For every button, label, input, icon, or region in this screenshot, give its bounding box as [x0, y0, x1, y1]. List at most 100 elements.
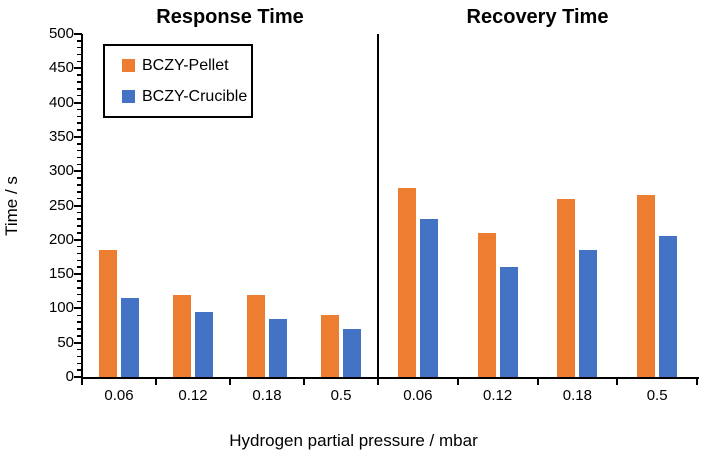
- legend: BCZY-Pellet BCZY-Crucible: [103, 44, 253, 118]
- y-axis-minor-tick: [77, 74, 82, 76]
- crucible-color-swatch: [122, 90, 135, 103]
- y-axis-minor-tick: [77, 94, 82, 97]
- legend-label-crucible: BCZY-Crucible: [142, 87, 248, 105]
- y-axis-tick-label: 450: [48, 59, 74, 77]
- y-axis-tick-label: 150: [48, 265, 74, 283]
- y-axis-minor-tick: [77, 81, 82, 83]
- x-axis-tick: [229, 377, 231, 385]
- y-axis-minor-tick: [77, 348, 82, 351]
- y-axis-minor-tick: [77, 225, 82, 227]
- x-axis-tick-label: 0.12: [483, 387, 513, 404]
- y-axis-tick-label: 50: [57, 333, 74, 351]
- y-axis-minor-tick: [77, 321, 82, 323]
- y-axis-minor-tick: [77, 108, 82, 111]
- x-axis-tick: [456, 377, 459, 385]
- y-axis-tick-label: 500: [48, 25, 74, 42]
- y-axis-major-tick: [74, 101, 82, 104]
- x-axis-tick-label: 0.5: [646, 387, 668, 404]
- panel-divider-line: [377, 34, 379, 385]
- y-axis-tick-label: 300: [48, 162, 74, 180]
- x-axis-tick: [303, 377, 305, 385]
- bar-response-time-bczy-pellet-0.06: [99, 250, 117, 377]
- x-axis-tick: [536, 377, 539, 385]
- y-axis-major-tick: [74, 135, 82, 138]
- bar-recovery-time-bczy-crucible-0.12: [499, 267, 518, 377]
- bar-recovery-time-bczy-pellet-0.18: [557, 198, 576, 377]
- bar-recovery-time-bczy-crucible-0.18: [579, 250, 598, 377]
- y-axis-tick-label: 350: [48, 127, 74, 145]
- x-axis-tick-label: 0.12: [178, 387, 208, 404]
- bar-response-time-bczy-pellet-0.5: [321, 315, 339, 377]
- y-axis-minor-tick: [77, 293, 82, 296]
- y-axis-minor-tick: [77, 232, 82, 234]
- y-axis-minor-tick: [77, 369, 82, 371]
- y-axis-minor-tick: [77, 362, 82, 365]
- x-axis-tick-label: 0.06: [403, 387, 433, 404]
- y-axis-major-tick: [74, 67, 82, 70]
- pellet-color-swatch: [122, 59, 135, 72]
- x-axis-tick: [377, 377, 379, 385]
- y-axis-major-tick: [74, 170, 82, 173]
- y-axis-major-tick: [74, 33, 82, 35]
- y-axis-tick-label: 200: [48, 230, 74, 248]
- y-axis-tick-label: 0: [65, 368, 74, 385]
- y-axis-minor-tick: [77, 197, 82, 200]
- y-axis-minor-tick: [77, 115, 82, 118]
- bar-response-time-bczy-crucible-0.06: [121, 298, 139, 377]
- y-axis-minor-tick: [77, 156, 82, 159]
- y-axis-minor-tick: [77, 40, 82, 42]
- y-axis-minor-tick: [77, 129, 82, 131]
- y-axis-minor-tick: [77, 177, 82, 179]
- y-axis-minor-tick: [77, 245, 82, 248]
- bar-recovery-time-bczy-crucible-0.5: [659, 236, 678, 377]
- y-axis-minor-tick: [77, 355, 82, 358]
- x-axis-tick: [155, 377, 157, 385]
- legend-label-pellet: BCZY-Pellet: [142, 56, 229, 74]
- x-axis-tick-label: 0.06: [104, 387, 134, 404]
- bar-recovery-time-bczy-pellet-0.06: [397, 188, 416, 377]
- y-axis-major-tick: [74, 376, 82, 378]
- y-axis-tick-label: 100: [48, 299, 74, 317]
- y-axis-tick-label: 400: [48, 93, 74, 111]
- y-axis-major-tick: [74, 307, 82, 310]
- x-axis-tick-label: 0.18: [252, 387, 282, 404]
- y-axis-minor-tick: [77, 191, 82, 193]
- y-axis-minor-tick: [77, 300, 82, 303]
- y-axis-major-tick: [74, 238, 82, 241]
- y-axis-major-tick: [74, 273, 82, 276]
- x-axis-tick-label: 0.5: [330, 387, 352, 404]
- bar-response-time-bczy-crucible-0.12: [195, 311, 213, 377]
- y-axis-minor-tick: [77, 314, 82, 316]
- y-axis-minor-tick: [77, 184, 82, 186]
- y-axis-minor-tick: [77, 211, 82, 214]
- y-axis-minor-tick: [77, 266, 82, 268]
- y-axis-minor-tick: [77, 287, 82, 289]
- y-axis-minor-tick: [77, 259, 82, 262]
- bar-response-time-bczy-pellet-0.12: [173, 294, 191, 377]
- y-axis-title: Time / s: [2, 176, 21, 236]
- x-axis-tick: [81, 377, 83, 385]
- y-axis-minor-tick: [77, 149, 82, 152]
- y-axis-minor-tick: [77, 335, 82, 337]
- legend-item-crucible: BCZY-Crucible: [122, 88, 251, 106]
- y-axis-minor-tick: [77, 280, 82, 282]
- y-axis-tick-label: 250: [48, 196, 74, 214]
- x-axis-title: Hydrogen partial pressure / mbar: [229, 431, 478, 450]
- y-axis-minor-tick: [77, 218, 82, 220]
- y-axis-minor-tick: [77, 328, 82, 330]
- y-axis-major-tick: [74, 341, 82, 344]
- y-axis-line: [81, 34, 83, 379]
- y-axis-minor-tick: [77, 46, 82, 49]
- x-axis-line: [81, 377, 699, 379]
- y-axis-major-tick: [74, 204, 82, 207]
- bar-recovery-time-bczy-pellet-0.5: [637, 195, 656, 377]
- y-axis-minor-tick: [77, 60, 82, 63]
- y-axis-minor-tick: [77, 163, 82, 166]
- bar-response-time-bczy-crucible-0.18: [269, 318, 287, 377]
- y-axis-minor-tick: [77, 53, 82, 56]
- y-axis-minor-tick: [77, 252, 82, 255]
- legend-item-pellet: BCZY-Pellet: [122, 57, 251, 75]
- bar-recovery-time-bczy-crucible-0.06: [419, 219, 438, 377]
- panel-title-recovery-time: Recovery Time: [466, 6, 609, 28]
